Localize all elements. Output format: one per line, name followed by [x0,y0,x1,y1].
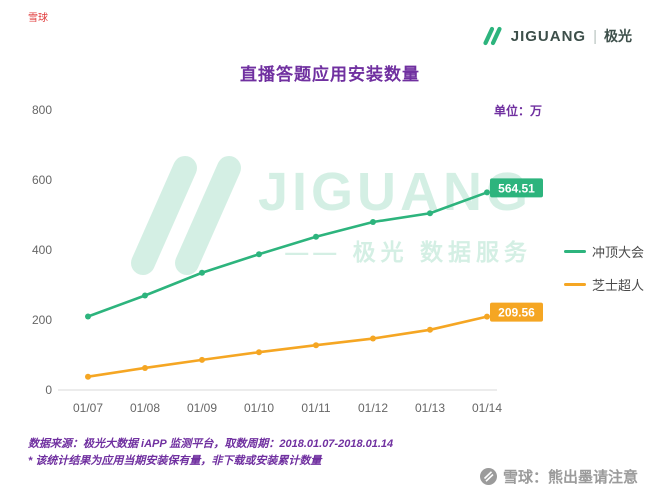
data-point [142,364,148,371]
data-point [370,219,376,225]
x-axis-tick-label: 01/08 [130,401,160,415]
data-point [370,335,376,342]
data-point [85,373,91,380]
data-point [199,269,205,276]
x-axis-tick-label: 01/09 [187,401,217,415]
xueqiu-watermark-text: 雪球：熊出墨请注意 [502,469,638,486]
chart-title: 直播答题应用安装数量 [240,65,420,84]
y-axis-tick-label: 600 [32,173,52,187]
x-axis-tick-label: 01/07 [73,401,103,415]
x-axis-tick-label: 01/11 [301,401,330,415]
line-chart: 0 200 400 600 800 01/07 01/08 01/09 01/10 01/11 01… [32,103,543,415]
data-point [142,292,148,299]
logo-divider: | [593,27,597,45]
xueqiu-watermark: 雪球：熊出墨请注意 [479,466,638,487]
y-axis-tick-label: 0 [45,383,52,397]
value-label: 209.56 [498,306,535,320]
x-axis-tick-label: 01/10 [244,401,274,415]
y-axis-tick-label: 800 [32,103,52,117]
chart-legend: 冲顶大会 芝士超人 [564,243,644,309]
logo-brand-cn: 极光 [604,28,632,44]
y-axis-tick-label: 400 [32,243,52,257]
data-point [256,251,262,258]
value-label-box [490,302,543,322]
chart-footer: 数据来源：极光大数据 iAPP 监测平台，取数周期：2018.01.07-201… [28,436,393,469]
x-axis-tick-label: 01/13 [415,401,445,415]
legend-label: 冲顶大会 [592,244,645,260]
series-line [87,191,488,318]
data-point [313,342,319,349]
y-axis-tick-label: 200 [32,313,52,327]
xueqiu-icon [479,468,497,485]
data-point [427,326,433,333]
legend-line-marker [564,282,586,286]
data-point [484,189,490,196]
data-point [256,349,262,356]
top-left-watermark: 雪球 [28,13,48,24]
data-point [85,313,91,320]
data-point [313,233,319,240]
series-line [87,315,488,378]
data-source-text: 数据来源：极光大数据 iAPP 监测平台，取数周期：2018.01.07-201… [28,438,394,450]
logo-brand-text: JIGUANG [510,27,587,45]
data-point [484,313,490,320]
jiguang-logo: JIGUANG | 极光 [479,24,632,48]
value-label: 564.51 [498,181,535,195]
footnote-text: * 该统计结果为应用当期安装保有量，非下载或安装累计数量 [28,454,322,467]
x-axis-tick-label: 01/12 [358,401,388,415]
x-axis-tick-label: 01/14 [472,401,502,415]
legend-label: 芝士超人 [592,277,645,293]
legend-item-zhishichaoren: 芝士超人 [564,276,645,293]
value-label-box [490,178,543,198]
data-point [427,210,433,217]
unit-label: 单位：万 [493,104,542,118]
data-point [199,356,205,363]
legend-item-chongdingdahui: 冲顶大会 [564,243,645,260]
jiguang-logo-icon [483,26,502,46]
legend-line-marker [564,249,586,253]
